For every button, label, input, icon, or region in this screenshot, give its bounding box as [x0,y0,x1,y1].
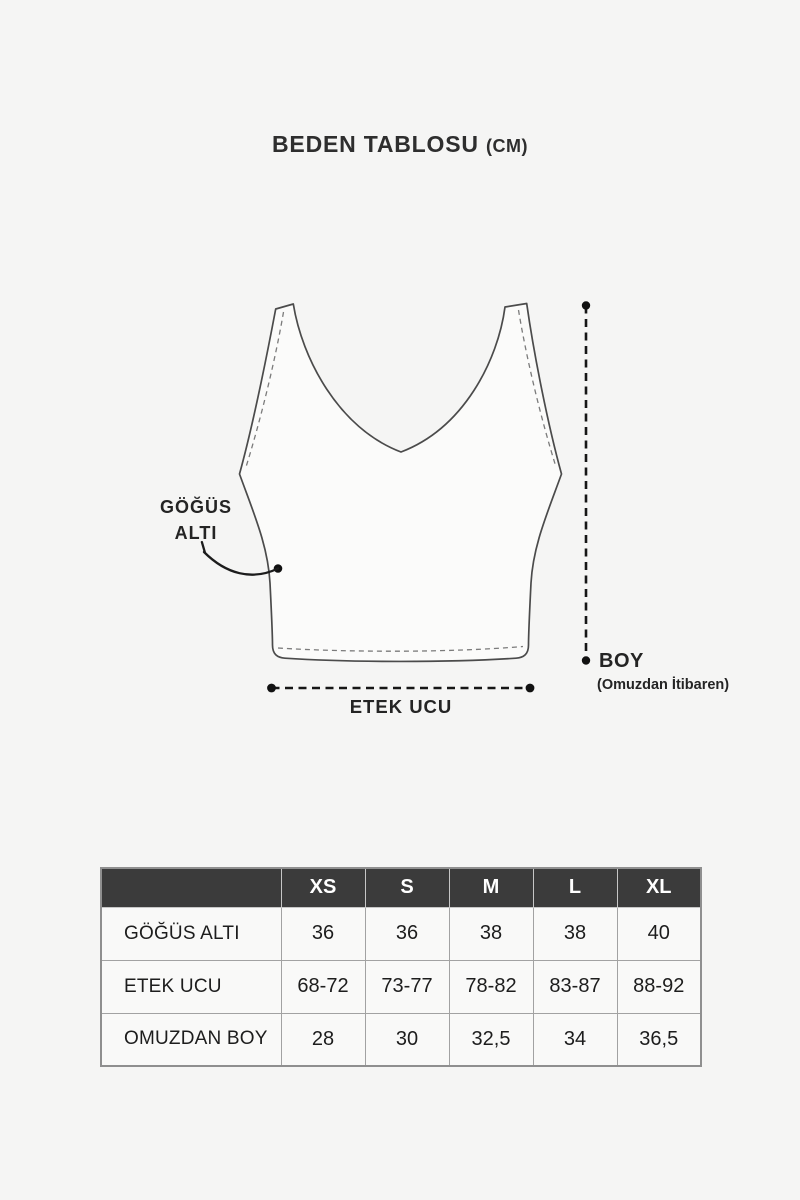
row-label: GÖĞÜS ALTI [100,906,282,961]
length-label: BOY [599,650,644,672]
header-cell-empty [100,867,282,908]
cell-value: 88-92 [616,959,702,1014]
right-armhole-stitch-line [517,309,557,468]
garment-outline [238,302,563,663]
hem-left-dot [267,683,276,693]
cell-value: 40 [616,906,702,961]
hem-annotation: ETEK UCU [267,683,535,717]
row-label: ETEK UCU [100,959,282,1014]
tank-top-sketch [238,302,563,663]
table-row-shoulder-length: OMUZDAN BOY 28 30 32,5 34 36,5 [100,1012,702,1067]
length-sublabel: (Omuzdan İtibaren) [597,676,729,693]
page-title-text: BEDEN TABLOSU [272,131,479,157]
cell-value: 36 [364,906,450,961]
cell-value: 28 [280,1012,366,1067]
size-table: XS S M L XL GÖĞÜS ALTI 36 36 38 38 40 ET… [100,867,702,1067]
hem-label: ETEK UCU [350,696,453,717]
header-cell-xl: XL [616,867,702,908]
header-cell-s: S [364,867,450,908]
page-title-unit: (CM) [485,136,528,156]
header-cell-m: M [448,867,534,908]
cell-value: 34 [532,1012,618,1067]
left-armhole-stitch-line [245,311,285,468]
table-row-hem: ETEK UCU 68-72 73-77 78-82 83-87 88-92 [100,959,702,1014]
cell-value: 68-72 [280,959,366,1014]
underbust-arrow [204,552,280,576]
garment-measurement-diagram: GÖĞÜS ALTI BOY (Omuzdan İtibaren) ETEK U… [160,301,729,717]
hem-stitch-line [277,645,524,652]
size-table-header-row: XS S M L XL [100,867,702,908]
cell-value: 83-87 [532,959,618,1014]
table-row-underbust: GÖĞÜS ALTI 36 36 38 38 40 [100,906,702,961]
cell-value: 78-82 [448,959,534,1014]
hem-right-dot [525,683,535,693]
cell-value: 30 [364,1012,450,1067]
header-cell-xs: XS [280,867,366,908]
page-title: BEDEN TABLOSU (CM) [0,131,800,159]
cell-value: 73-77 [364,959,450,1014]
length-top-dot [581,301,591,310]
underbust-annotation: GÖĞÜS ALTI [160,496,283,576]
cell-value: 36,5 [616,1012,702,1067]
underbust-label-line2: ALTI [175,523,218,543]
cell-value: 38 [532,906,618,961]
header-cell-l: L [532,867,618,908]
length-bottom-dot [581,656,591,665]
row-label: OMUZDAN BOY [100,1012,282,1067]
cell-value: 32,5 [448,1012,534,1067]
length-annotation: BOY (Omuzdan İtibaren) [581,301,729,693]
cell-value: 38 [448,906,534,961]
cell-value: 36 [280,906,366,961]
underbust-label-line1: GÖĞÜS [160,496,232,517]
